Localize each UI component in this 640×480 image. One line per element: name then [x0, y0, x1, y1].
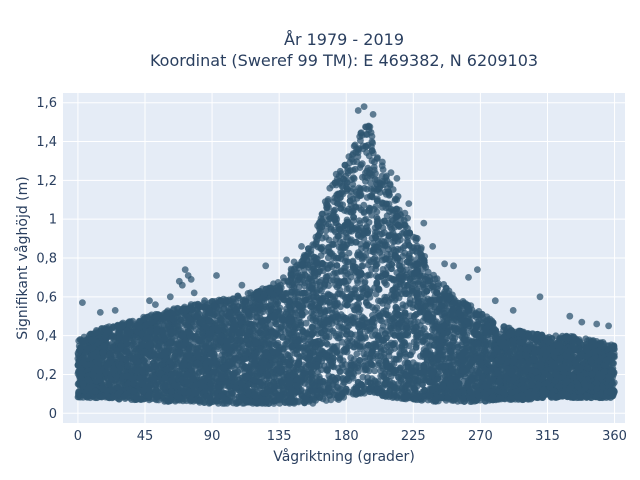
- data-point: [385, 348, 393, 356]
- data-point: [399, 301, 407, 309]
- data-point: [582, 335, 590, 343]
- data-point: [109, 333, 116, 341]
- data-point: [378, 348, 385, 355]
- data-point: [353, 350, 361, 358]
- data-point: [339, 250, 346, 258]
- data-point: [431, 275, 439, 283]
- data-points: [74, 103, 618, 407]
- data-point: [238, 342, 246, 349]
- data-point: [379, 158, 386, 166]
- data-point: [359, 373, 367, 381]
- data-point: [324, 254, 332, 262]
- data-point: [353, 158, 361, 166]
- data-point: [358, 160, 366, 168]
- data-point: [302, 319, 310, 327]
- data-point: [394, 193, 402, 200]
